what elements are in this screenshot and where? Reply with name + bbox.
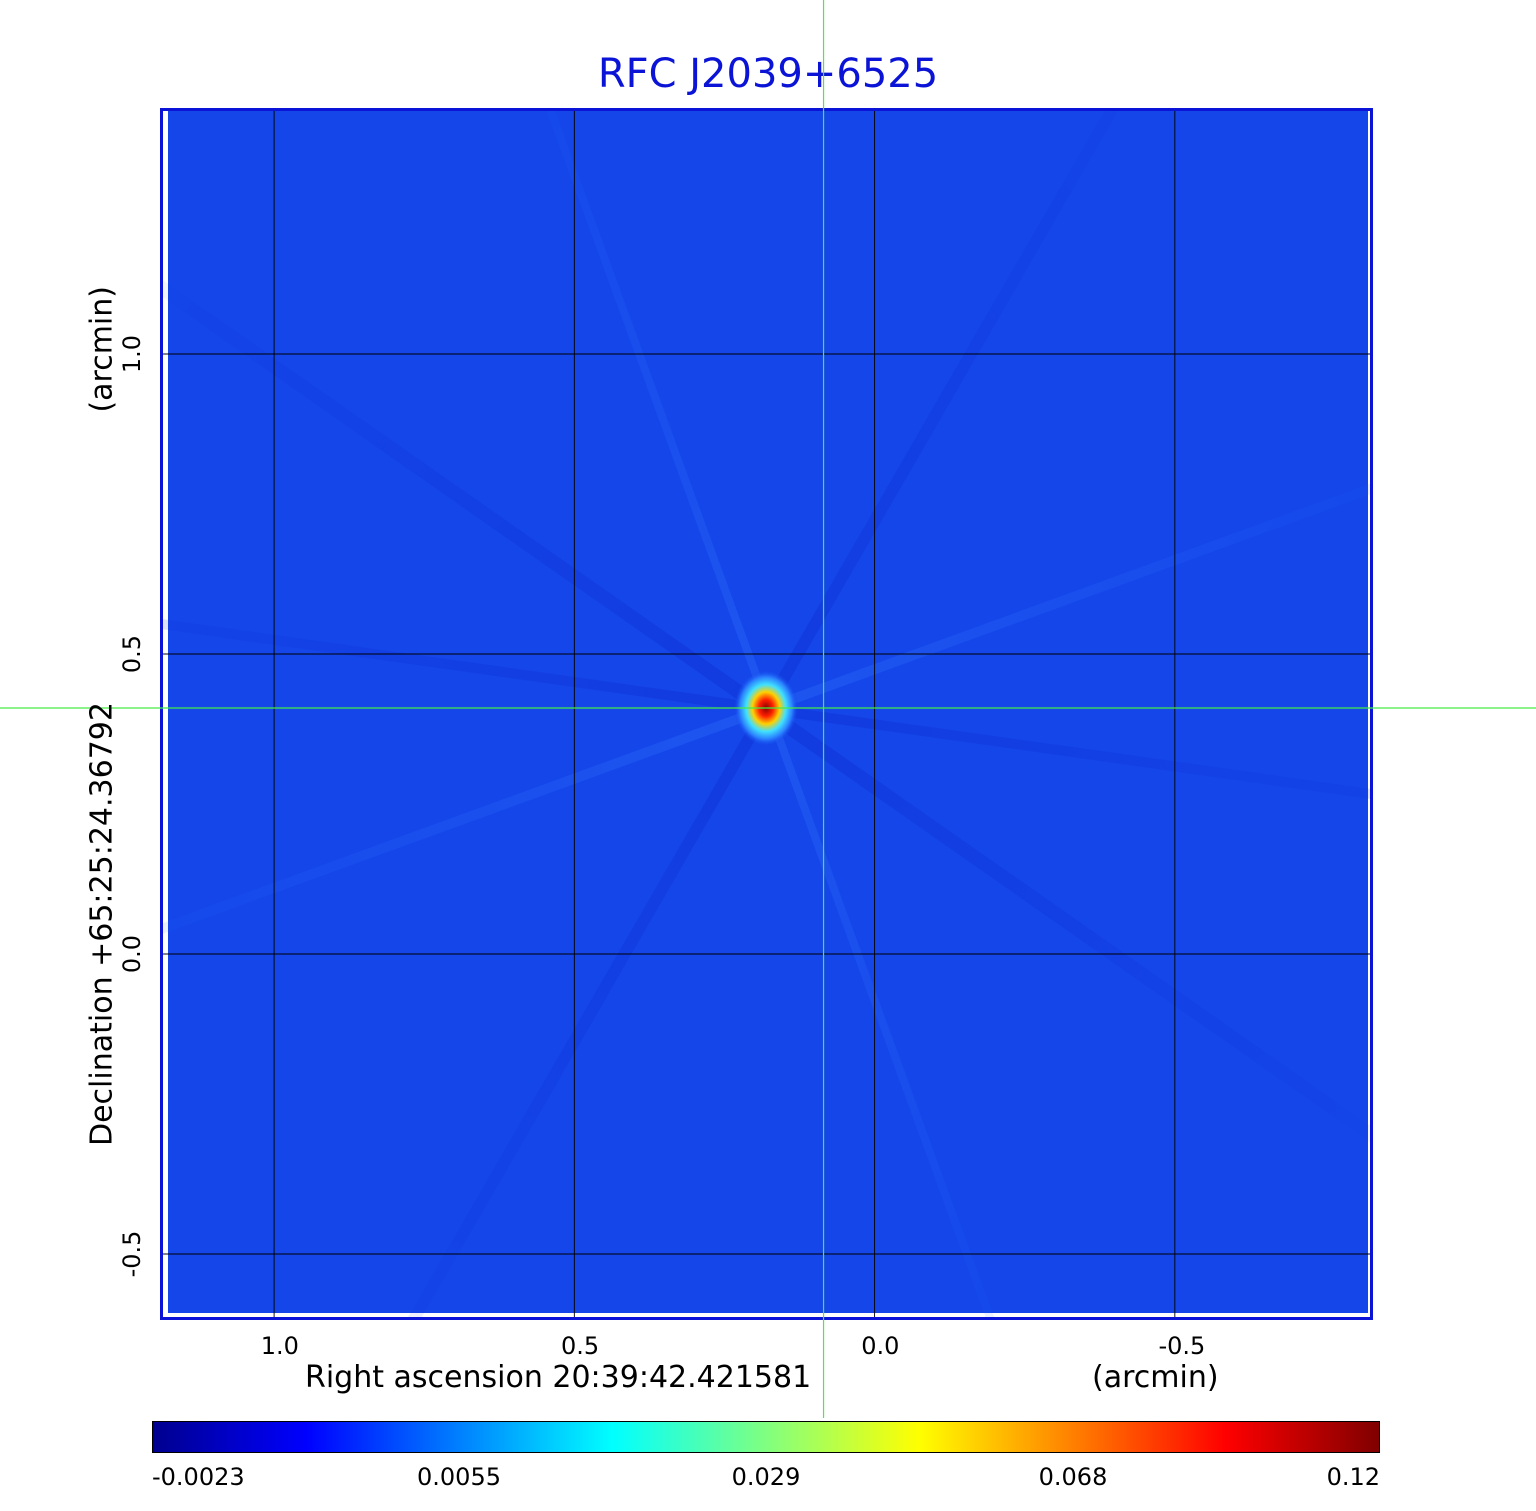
colorbar-tick-label: 0.12 <box>1326 1463 1380 1491</box>
x-tick-label: 1.0 <box>260 1332 299 1360</box>
x-tick-label: -0.5 <box>1158 1332 1206 1360</box>
y-tick-label: -0.5 <box>118 1230 146 1278</box>
chart-title: RFC J2039+6525 <box>597 51 939 97</box>
y-axis-label-area: Declination +65:25:24.36792 (arcmin) <box>82 286 122 1146</box>
colorbar-tick-label: 0.068 <box>1038 1463 1108 1491</box>
y-axis-unit: (arcmin) <box>84 286 120 413</box>
y-axis-label: Declination +65:25:24.36792 <box>84 702 120 1146</box>
x-tick-label: 0.0 <box>861 1332 900 1360</box>
x-axis-unit: (arcmin) <box>1092 1360 1219 1395</box>
x-tick-label: 0.5 <box>560 1332 600 1360</box>
grid-lines <box>163 111 1370 1317</box>
plot-border <box>160 108 1373 1320</box>
y-tick-label: 1.0 <box>118 334 146 374</box>
colorbar <box>152 1421 1380 1453</box>
colorbar-tick-label: -0.0023 <box>152 1463 245 1491</box>
colorbar-tick-label: 0.0055 <box>417 1463 501 1491</box>
y-tick-label: 0.0 <box>118 934 146 974</box>
colorbar-tick-label: 0.029 <box>731 1463 801 1491</box>
y-tick-label: 0.5 <box>118 634 146 674</box>
x-axis-label: Right ascension 20:39:42.421581 <box>305 1360 812 1395</box>
